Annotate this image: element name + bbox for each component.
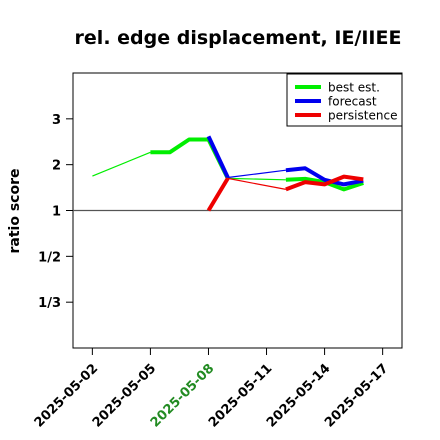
series-line-persistence — [206, 177, 230, 212]
series-line-best-est — [285, 176, 364, 192]
series-line-forecast — [206, 135, 230, 179]
series-line-persistence — [227, 177, 287, 190]
y-tick-label: 1/3 — [38, 296, 61, 311]
series-line-forecast — [285, 166, 364, 187]
series-line-forecast — [227, 169, 286, 179]
y-tick-label: 1/2 — [38, 250, 61, 265]
legend-label: best est. — [328, 81, 380, 95]
chart-title: rel. edge displacement, IE/IIEE — [75, 27, 402, 49]
y-axis-label: ratio score — [7, 169, 23, 254]
y-tick-label: 2 — [52, 159, 61, 174]
series-line-persistence — [285, 174, 364, 192]
plot-area: 3211/21/32025-05-022025-05-052025-05-082… — [32, 72, 403, 431]
series-line-best-est — [227, 177, 286, 181]
legend-label: persistence — [328, 109, 397, 123]
series-line-best-est — [92, 151, 151, 177]
legend-label: forecast — [328, 95, 377, 109]
y-tick-label: 1 — [52, 205, 61, 220]
y-tick-label: 3 — [52, 113, 61, 128]
series-line-best-est — [150, 137, 230, 180]
